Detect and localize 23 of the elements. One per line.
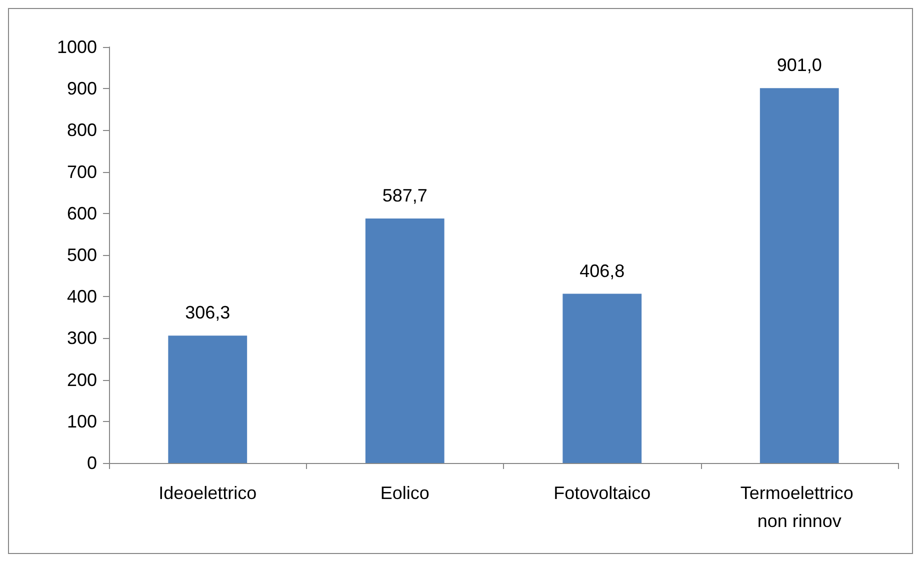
bar	[168, 336, 248, 463]
y-tick-label: 200	[66, 370, 97, 390]
y-tick-label: 300	[66, 328, 97, 348]
y-tick-label: 600	[66, 203, 97, 224]
y-tick-label: 1000	[56, 37, 97, 57]
x-tick-label: Termoelettrico non rinnov	[740, 483, 858, 531]
bar	[760, 88, 839, 463]
y-tick-label: 800	[66, 120, 97, 140]
y-tick-label: 500	[66, 245, 97, 265]
data-label: 306,3	[185, 302, 230, 323]
data-label: 901,0	[776, 55, 822, 76]
y-tick-label: 900	[66, 78, 97, 99]
y-tick-label: 700	[66, 162, 97, 182]
bar	[365, 218, 444, 463]
x-tick-label: Eolico	[380, 483, 430, 503]
y-tick-label: 100	[66, 411, 97, 432]
data-label: 406,8	[580, 260, 625, 281]
data-label: 587,7	[382, 186, 428, 206]
y-tick-label: 0	[86, 453, 97, 473]
bar	[562, 294, 642, 463]
y-tick-label: 400	[66, 286, 97, 307]
x-tick-label: Ideoelettrico	[158, 483, 257, 503]
x-tick-label: Fotovoltaico	[554, 483, 651, 503]
